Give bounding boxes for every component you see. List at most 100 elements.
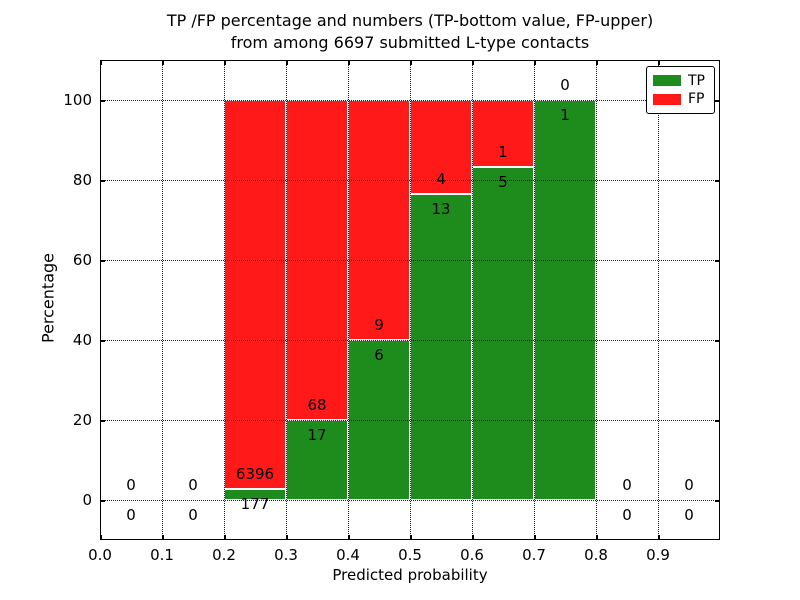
gridline-vertical [162, 60, 163, 540]
y-tick-mark [100, 180, 105, 182]
gridline-horizontal [100, 100, 720, 101]
y-tick-mark-right [715, 340, 720, 342]
fp-count-label: 4 [436, 170, 446, 189]
y-tick-mark [100, 260, 105, 262]
x-tick-mark [534, 535, 536, 540]
x-tick-label: 0.8 [584, 546, 608, 564]
x-tick-mark [162, 535, 164, 540]
x-tick-mark-top [596, 60, 598, 65]
y-tick-mark [100, 420, 105, 422]
tp-count-label: 5 [498, 172, 508, 191]
fp-count-label: 0 [622, 476, 632, 494]
legend-item-tp: TP [653, 74, 708, 88]
legend-item-fp: FP [653, 92, 708, 106]
fp-count-label: 1 [498, 142, 508, 161]
chart-title: TP /FP percentage and numbers (TP-bottom… [100, 10, 720, 54]
tp-count-label: 0 [188, 506, 198, 524]
bar-segment-tp [286, 420, 348, 500]
x-tick-mark-top [534, 60, 536, 65]
tp-count-label: 0 [684, 506, 694, 524]
x-tick-label: 0.0 [88, 546, 112, 564]
tp-count-label: 0 [126, 506, 136, 524]
gridline-horizontal [100, 180, 720, 181]
x-tick-mark [224, 535, 226, 540]
y-tick-label: 100 [63, 91, 92, 109]
gridline-vertical [472, 60, 473, 540]
x-tick-mark [348, 535, 350, 540]
bar-segment-fp [410, 100, 472, 195]
x-tick-mark-top [100, 60, 102, 65]
y-tick-label: 40 [72, 331, 92, 349]
x-tick-mark [100, 535, 102, 540]
x-tick-label: 0.3 [274, 546, 298, 564]
y-tick-label: 60 [72, 251, 92, 269]
y-tick-mark-right [715, 420, 720, 422]
x-tick-label: 0.2 [212, 546, 236, 564]
gridline-horizontal [100, 500, 720, 501]
bar-segment-tp [472, 166, 534, 500]
y-tick-mark [100, 340, 105, 342]
fp-count-label: 9 [374, 316, 384, 334]
y-tick-mark-right [715, 180, 720, 182]
fp-count-label: 0 [560, 76, 570, 94]
legend-label-tp: TP [688, 72, 705, 89]
gridline-vertical [410, 60, 411, 540]
y-tick-mark-right [715, 100, 720, 102]
fp-count-label: 0 [188, 476, 198, 494]
gridline-vertical [534, 60, 535, 540]
gridline-vertical [224, 60, 225, 540]
y-tick-mark [100, 500, 105, 502]
y-tick-label: 0 [82, 491, 92, 509]
x-axis-label: Predicted probability [332, 566, 488, 584]
x-tick-mark [596, 535, 598, 540]
fp-count-label: 0 [126, 476, 136, 494]
x-tick-mark-top [348, 60, 350, 65]
tp-count-label: 17 [307, 426, 327, 444]
legend-swatch-tp [653, 75, 681, 87]
y-tick-label: 80 [72, 171, 92, 189]
x-tick-label: 0.7 [522, 546, 546, 564]
chart-title-line2: from among 6697 submitted L-type contact… [230, 33, 590, 52]
gridline-vertical [658, 60, 659, 540]
x-tick-mark [410, 535, 412, 540]
gridline-horizontal [100, 420, 720, 421]
x-tick-mark [658, 535, 660, 540]
bar-segment-fp [224, 100, 286, 490]
gridline-vertical [596, 60, 597, 540]
fp-count-label: 6396 [235, 465, 275, 484]
gridline-vertical [286, 60, 287, 540]
tp-count-label: 13 [431, 200, 451, 219]
x-tick-label: 0.4 [336, 546, 360, 564]
tp-count-label: 0 [622, 506, 632, 524]
x-tick-label: 0.6 [460, 546, 484, 564]
tp-count-label: 177 [240, 495, 270, 514]
gridline-vertical [348, 60, 349, 540]
gridline-horizontal [100, 260, 720, 261]
x-tick-mark-top [410, 60, 412, 65]
x-tick-mark-top [224, 60, 226, 65]
x-tick-label: 0.9 [646, 546, 670, 564]
y-tick-mark-right [715, 500, 720, 502]
plot-area: 0 0 0 0 6396 177 68 17 9 6 4 13 1 5 0 1 0 0 0 0 TP FP [100, 60, 720, 540]
x-tick-mark [286, 535, 288, 540]
bar-segment-tp [410, 194, 472, 500]
y-tick-mark-right [715, 260, 720, 262]
legend-swatch-fp [653, 93, 681, 105]
chart-title-line1: TP /FP percentage and numbers (TP-bottom… [166, 11, 654, 30]
x-tick-label: 0.1 [150, 546, 174, 564]
legend-label-fp: FP [688, 91, 705, 108]
tp-count-label: 6 [374, 346, 384, 364]
bar-segment-tp [534, 100, 596, 500]
y-tick-mark [100, 100, 105, 102]
x-tick-mark-top [286, 60, 288, 65]
fp-count-label: 0 [684, 476, 694, 494]
x-tick-label: 0.5 [398, 546, 422, 564]
x-tick-mark-top [162, 60, 164, 65]
bar-segment-fp [348, 100, 410, 340]
x-tick-mark [472, 535, 474, 540]
y-tick-label: 20 [72, 411, 92, 429]
gridline-horizontal [100, 340, 720, 341]
x-tick-mark-top [472, 60, 474, 65]
tp-count-label: 1 [560, 106, 570, 124]
